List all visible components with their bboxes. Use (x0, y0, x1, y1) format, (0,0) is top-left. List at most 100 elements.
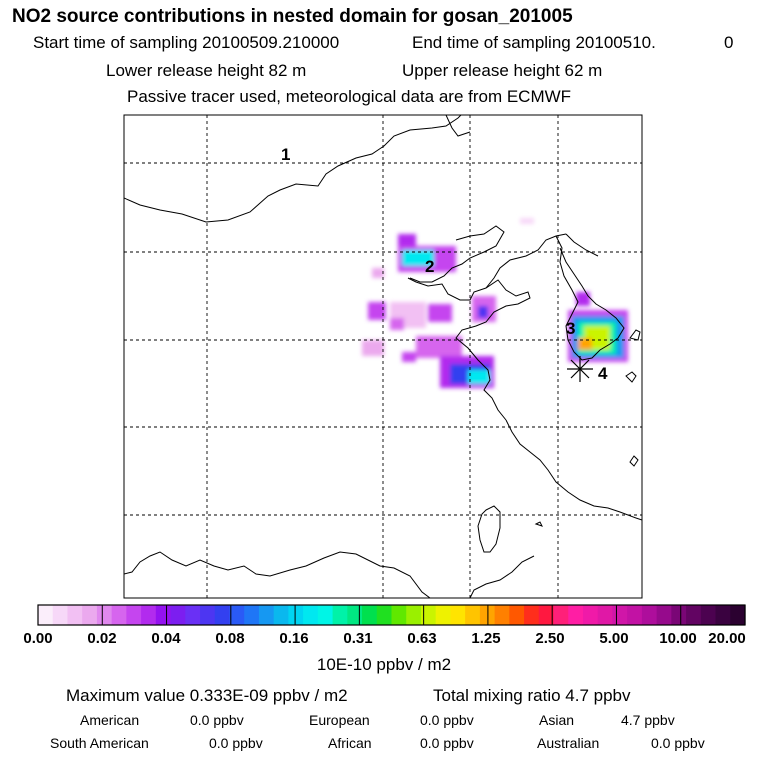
start-time-label: Start time of sampling 20100509.210000 (33, 33, 340, 52)
plume-central (416, 336, 462, 358)
colorbar-cell (185, 605, 201, 625)
colorbar-cell (82, 605, 98, 625)
region-label-4: 1 (281, 145, 290, 164)
colorbar-cell (258, 605, 275, 625)
american-value: 0.0 ppbv (190, 712, 244, 728)
colorbar-cell (686, 605, 702, 625)
colorbar-cell (347, 605, 363, 625)
asian-label: Asian (539, 712, 575, 728)
colorbar-cell (435, 605, 452, 625)
colorbar-cell (303, 605, 319, 625)
total-mixing-ratio: Total mixing ratio 4.7 ppbv (433, 686, 631, 705)
colorbar-cell (406, 605, 422, 625)
colorbar-cell (317, 605, 334, 625)
plume-west (390, 318, 404, 330)
colorbar-cell (376, 605, 393, 625)
coastlines (124, 115, 642, 598)
region-label-3: 2 (425, 257, 434, 276)
chart-title: NO2 source contributions in nested domai… (12, 6, 573, 27)
colorbar-tick-label: 0.04 (151, 630, 181, 647)
colorbar-cell (288, 605, 304, 625)
colorbar-tick-label: 20.00 (708, 630, 746, 647)
colorbar-cell (155, 605, 172, 625)
south-american-label: South American (50, 735, 149, 751)
colorbar-cell (111, 605, 127, 625)
colorbar-frame (37, 604, 746, 626)
colorbar-cell (568, 605, 584, 625)
colorbar-cell (273, 605, 289, 625)
colorbar-cell (612, 605, 628, 625)
max-value: Maximum value 0.333E-09 ppbv / m2 (66, 686, 348, 705)
graticule (124, 115, 642, 598)
colorbar-cell (671, 605, 687, 625)
plume-central (362, 340, 384, 356)
colorbar-tick-label: 2.50 (535, 630, 565, 647)
end-time-suffix: 0 (724, 33, 734, 52)
colorbar-cell (126, 605, 142, 625)
colorbar-tick-label: 0.16 (279, 630, 309, 647)
colorbar-cell (420, 605, 437, 625)
colorbar-cell (38, 605, 54, 625)
plume-central (402, 352, 416, 362)
plume-bohai-core (478, 306, 488, 318)
colorbar-tick-label: 5.00 (599, 630, 629, 647)
colorbar (37, 604, 746, 626)
colorbar-cell (597, 605, 614, 625)
african-label: African (328, 735, 372, 751)
colorbar-cell (627, 605, 643, 625)
colorbar-cell (524, 605, 540, 625)
colorbar-cell (362, 605, 378, 625)
colorbar-cell (200, 605, 216, 625)
colorbar-cell (214, 605, 231, 625)
australian-label: Australian (537, 735, 600, 751)
colorbar-cell (715, 605, 731, 625)
colorbar-cell (450, 605, 466, 625)
colorbar-cell (700, 605, 717, 625)
colorbar-tick-label: 0.31 (343, 630, 373, 647)
european-label: European (309, 712, 370, 728)
colorbar-cell (170, 605, 186, 625)
colorbar-tick-label: 0.08 (215, 630, 245, 647)
map-frame (123, 114, 643, 599)
colorbar-cell (494, 605, 510, 625)
colorbar-tick-label: 0.00 (23, 630, 53, 647)
plume-west (428, 304, 452, 322)
colorbar-cell (656, 605, 672, 625)
colorbar-tick-label: 1.25 (471, 630, 501, 647)
colorbar-cell (244, 605, 260, 625)
plume-north-core (402, 250, 434, 266)
region-label-2: 3 (566, 319, 575, 338)
upper-release-height: Upper release height 62 m (402, 61, 603, 80)
plume-west (368, 302, 386, 320)
south-american-value: 0.0 ppbv (209, 735, 263, 751)
plume-faint (520, 218, 534, 224)
colorbar-cell (465, 605, 481, 625)
colorbar-cell (538, 605, 555, 625)
tracer-note: Passive tracer used, meteorological data… (127, 87, 572, 106)
region-label-1: 4 (598, 364, 608, 383)
colorbar-tick-label: 0.02 (87, 630, 117, 647)
colorbar-cell (582, 605, 599, 625)
colorbar-cell (730, 605, 746, 625)
plume-korea-core (578, 338, 592, 350)
colorbar-cell (67, 605, 83, 625)
end-time-label: End time of sampling 20100510. (412, 33, 656, 52)
american-label: American (80, 712, 140, 728)
plume-korea (576, 292, 590, 306)
colorbar-cell (141, 605, 157, 625)
australian-value: 0.0 ppbv (651, 735, 705, 751)
colorbar-cell (229, 605, 245, 625)
colorbar-cell (96, 605, 113, 625)
plume-north (398, 234, 416, 248)
lower-release-height: Lower release height 82 m (106, 61, 307, 80)
asian-value: 4.7 ppbv (621, 712, 675, 728)
colorbar-tick-label: 0.63 (407, 630, 437, 647)
european-value: 0.0 ppbv (420, 712, 474, 728)
plume-faint (372, 268, 384, 278)
colorbar-cell (332, 605, 348, 625)
receptor-marker (567, 356, 593, 382)
plume-shanghai-core (468, 370, 490, 384)
colorbar-cell (52, 605, 69, 625)
african-value: 0.0 ppbv (420, 735, 474, 751)
